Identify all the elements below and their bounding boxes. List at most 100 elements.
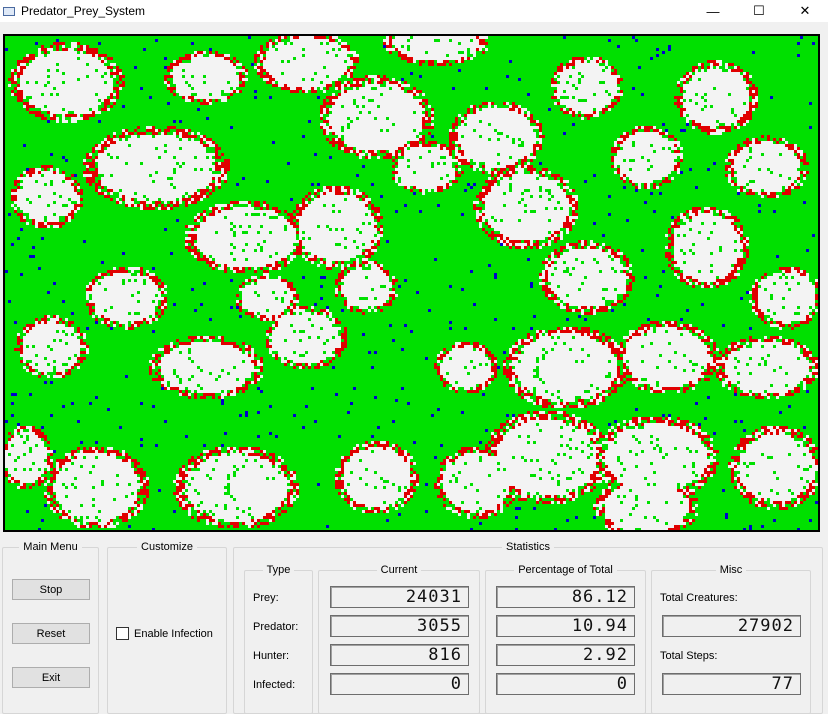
prey-cell	[302, 237, 305, 240]
predator-cell	[569, 108, 572, 111]
prey-cell	[641, 66, 692, 69]
prey-cell	[290, 261, 311, 264]
prey-cell	[509, 75, 554, 78]
predator-cell	[668, 246, 671, 249]
empty-cell	[428, 105, 431, 108]
predator-cell	[383, 42, 386, 45]
prey-cell	[590, 117, 686, 120]
empty-cell	[422, 192, 425, 195]
predator-cell	[596, 243, 599, 246]
empty-cell	[767, 318, 770, 321]
prey-cell	[62, 330, 65, 333]
maximize-button[interactable]: ☐	[753, 3, 765, 18]
minimize-button[interactable]: —	[706, 3, 720, 19]
empty-cell	[284, 72, 314, 75]
prey-cell	[428, 102, 482, 105]
empty-cell	[353, 120, 422, 123]
empty-cell	[152, 204, 155, 207]
empty-cell	[206, 219, 287, 222]
predator-cell	[269, 78, 275, 81]
empty-cell	[620, 171, 671, 174]
predator-cell	[359, 150, 362, 153]
empty-cell	[527, 114, 530, 117]
empty-cell	[563, 69, 602, 72]
prey-cell	[749, 138, 752, 141]
prey-cell	[587, 60, 590, 63]
predator-cell	[428, 60, 434, 63]
prey-cell	[476, 204, 485, 207]
predator-cell	[530, 159, 533, 162]
prey-cell	[407, 324, 641, 327]
predator-cell	[461, 57, 464, 60]
prey-cell	[254, 63, 257, 66]
empty-cell	[566, 261, 581, 264]
prey-cell	[185, 81, 188, 84]
prey-cell	[533, 327, 557, 330]
prey-cell	[587, 240, 590, 243]
prey-cell	[440, 177, 443, 180]
prey-cell	[416, 87, 452, 90]
prey-cell	[713, 222, 716, 225]
prey-cell	[674, 267, 680, 270]
prey-cell	[731, 129, 818, 132]
predator-cell	[548, 330, 557, 333]
predator-cell	[101, 186, 104, 189]
empty-cell	[461, 123, 464, 126]
prey-cell	[155, 294, 158, 297]
close-button[interactable]: ✕	[799, 3, 811, 18]
prey-cell	[632, 270, 662, 273]
empty-cell	[560, 81, 566, 84]
predator-cell	[215, 165, 230, 168]
predator-cell	[302, 201, 305, 204]
prey-cell	[392, 36, 395, 39]
empty-cell	[137, 192, 185, 195]
prey-cell	[701, 282, 704, 285]
prey-cell	[749, 147, 752, 150]
predator-cell	[104, 102, 110, 105]
prey-cell	[476, 54, 656, 57]
prey-cell	[176, 162, 179, 165]
empty-cell	[332, 318, 335, 321]
empty-cell	[536, 120, 539, 123]
prey-cell	[86, 333, 266, 336]
predator-cell	[326, 312, 329, 315]
empty-cell	[488, 219, 494, 222]
predator-cell	[338, 288, 341, 291]
hunter-cell	[488, 264, 491, 267]
predator-cell	[44, 51, 47, 54]
empty-cell	[215, 258, 233, 261]
prey-cell	[668, 138, 674, 141]
predator-cell	[221, 174, 224, 177]
hunter-cell	[644, 201, 647, 204]
predator-cell	[656, 324, 662, 327]
empty-cell	[683, 111, 731, 114]
predator-cell	[575, 207, 578, 210]
prey-cell	[353, 69, 458, 72]
empty-cell	[386, 84, 398, 87]
predator-cell	[743, 243, 746, 246]
empty-cell	[503, 234, 551, 237]
prey-cell	[713, 210, 716, 213]
empty-cell	[272, 81, 275, 84]
empty-cell	[665, 147, 668, 150]
predator-cell	[326, 186, 332, 189]
empty-cell	[347, 90, 404, 93]
empty-cell	[143, 162, 176, 165]
empty-cell	[665, 132, 668, 135]
predator-cell	[590, 306, 593, 309]
hunter-cell	[806, 249, 809, 252]
predator-cell	[137, 324, 140, 327]
empty-cell	[695, 330, 701, 333]
empty-cell	[197, 219, 200, 222]
prey-cell	[347, 333, 362, 336]
prey-cell	[656, 210, 686, 213]
predator-cell	[74, 189, 77, 192]
prey-cell	[344, 192, 347, 195]
empty-cell	[68, 204, 74, 207]
empty-cell	[530, 240, 533, 243]
empty-cell	[188, 201, 191, 204]
predator-cell	[80, 45, 83, 48]
prey-cell	[605, 333, 629, 336]
prey-cell	[446, 174, 449, 177]
prey-cell	[752, 75, 818, 78]
